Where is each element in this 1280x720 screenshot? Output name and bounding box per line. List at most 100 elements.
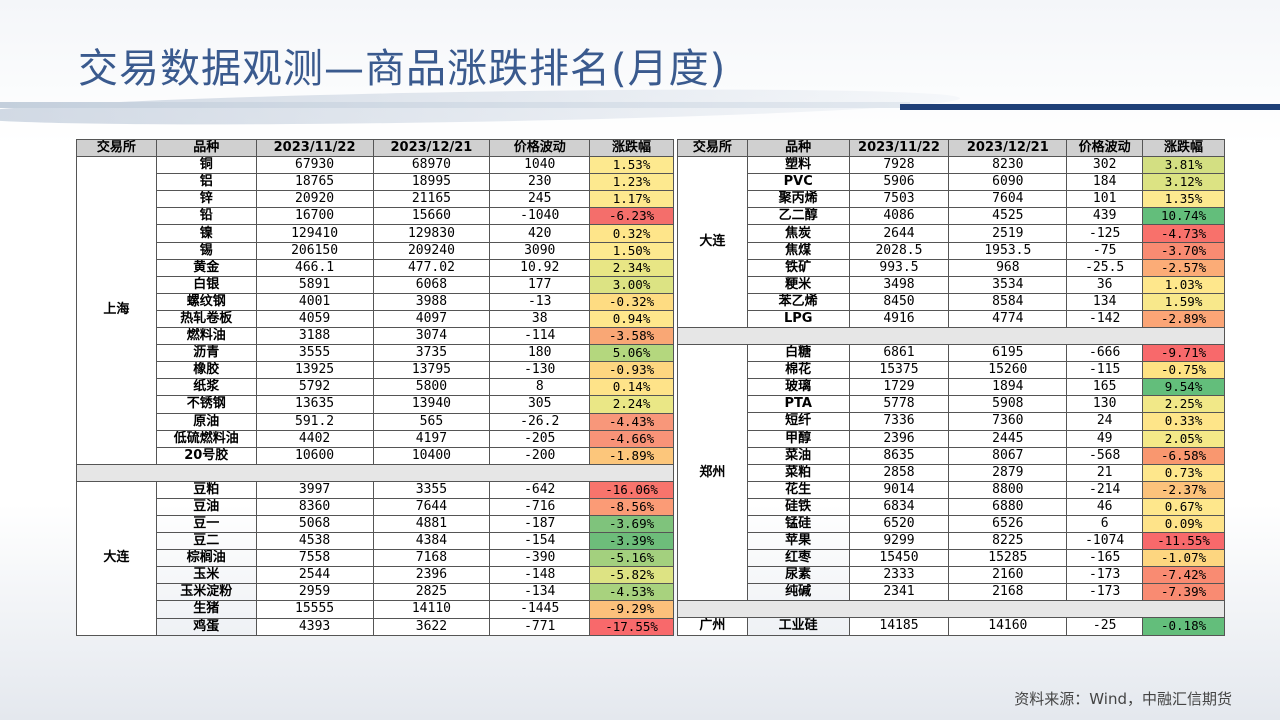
table-row: 粳米 3498 3534 36 1.03%: [678, 275, 1225, 294]
price-change: 1040: [489, 156, 591, 175]
commodity-name: PTA: [746, 395, 850, 414]
change-percent: -4.66%: [589, 429, 674, 448]
table-row: 苯乙烯 8450 8584 134 1.59%: [678, 292, 1225, 311]
table-row: 豆油 8360 7644 -716 -8.56%: [77, 497, 674, 516]
commodity-name: 沥青: [155, 344, 257, 363]
commodity-name: 铝: [155, 173, 257, 192]
change-percent: -6.58%: [1142, 446, 1225, 465]
price-change: -642: [489, 480, 591, 499]
price-start: 4402: [255, 429, 374, 448]
header-cell: 交易所: [76, 138, 157, 158]
price-start: 20920: [255, 190, 374, 209]
table-row: 铁矿 993.5 968 -25.5 -2.57%: [678, 258, 1225, 277]
price-start: 466.1: [255, 258, 374, 277]
price-end: 8067: [948, 446, 1068, 465]
change-percent: 0.32%: [589, 224, 674, 243]
exchange-cell: 大连: [76, 480, 157, 636]
price-start: 15375: [848, 361, 950, 380]
header-cell: 2023/12/21: [372, 138, 491, 158]
price-start: 3498: [848, 275, 950, 294]
change-percent: 0.67%: [1142, 497, 1225, 516]
header-cell: 2023/11/22: [255, 138, 374, 158]
price-change: -200: [489, 446, 591, 465]
price-end: 4881: [372, 514, 491, 534]
header-cell: 2023/12/21: [948, 138, 1068, 158]
price-start: 3188: [255, 327, 374, 346]
change-percent: -1.89%: [589, 446, 674, 465]
header-cell: 交易所: [677, 138, 748, 158]
table-header-row: 交易所 品种 2023/11/22 2023/12/21 价格波动 涨跌幅: [76, 138, 674, 158]
commodity-name: 燃料油: [155, 327, 257, 346]
price-change: 305: [489, 395, 591, 414]
price-start: 6520: [848, 514, 950, 534]
price-change: 439: [1066, 207, 1144, 226]
price-start: 2959: [255, 583, 374, 602]
price-end: 4097: [372, 309, 491, 329]
table-row: PTA 5778 5908 130 2.25%: [678, 395, 1225, 414]
price-change: -75: [1066, 241, 1144, 260]
table-row: 硅铁 6834 6880 46 0.67%: [678, 497, 1225, 516]
price-end: 2879: [948, 463, 1068, 482]
commodity-name: 乙二醇: [746, 207, 850, 226]
price-change: -1040: [489, 207, 591, 226]
price-start: 1729: [848, 378, 950, 397]
group-separator: [677, 600, 1225, 619]
price-end: 8225: [948, 532, 1068, 551]
change-percent: 1.35%: [1142, 190, 1225, 209]
price-end: 3074: [372, 327, 491, 346]
price-end: 4384: [372, 532, 491, 551]
price-end: 14110: [372, 600, 491, 619]
change-percent: 1.50%: [589, 241, 674, 260]
price-end: 968: [948, 258, 1068, 277]
commodity-name: 苯乙烯: [746, 292, 850, 311]
price-end: 2825: [372, 583, 491, 602]
price-end: 4197: [372, 429, 491, 448]
price-end: 209240: [372, 241, 491, 260]
price-change: -26.2: [489, 412, 591, 431]
price-change: -25.5: [1066, 258, 1144, 277]
price-start: 67930: [255, 156, 374, 175]
commodity-name: 玉米: [155, 566, 257, 585]
price-end: 1953.5: [948, 241, 1068, 260]
price-end: 2160: [948, 566, 1068, 585]
commodity-name: 粳米: [746, 275, 850, 294]
commodity-name: 焦煤: [746, 241, 850, 260]
price-change: 46: [1066, 497, 1144, 516]
price-start: 3555: [255, 344, 374, 363]
commodity-name: 聚丙烯: [746, 190, 850, 209]
price-change: 130: [1066, 395, 1144, 414]
change-percent: -2.89%: [1142, 309, 1225, 329]
header-cell: 品种: [746, 138, 850, 158]
price-end: 6526: [948, 514, 1068, 534]
table-row: 锡 206150 209240 3090 1.50%: [77, 241, 674, 260]
header-cell: 价格波动: [1066, 138, 1144, 158]
table-row: PVC 5906 6090 184 3.12%: [678, 173, 1225, 192]
price-start: 16700: [255, 207, 374, 226]
price-change: 38: [489, 309, 591, 329]
table-row: 豆二 4538 4384 -154 -3.39%: [77, 532, 674, 551]
price-start: 8450: [848, 292, 950, 311]
price-change: -214: [1066, 480, 1144, 499]
commodity-name: 纯碱: [746, 583, 850, 602]
separator-cell: [76, 463, 674, 482]
price-end: 5800: [372, 378, 491, 397]
title-underline: [0, 102, 910, 108]
change-percent: -8.56%: [589, 497, 674, 516]
price-change: -115: [1066, 361, 1144, 380]
price-end: 7604: [948, 190, 1068, 209]
change-percent: -5.82%: [589, 566, 674, 585]
table-row: 焦炭 2644 2519 -125 -4.73%: [678, 224, 1225, 243]
price-start: 4916: [848, 309, 950, 329]
price-start: 5068: [255, 514, 374, 534]
change-percent: -3.39%: [589, 532, 674, 551]
price-change: 21: [1066, 463, 1144, 482]
change-percent: -0.75%: [1142, 361, 1225, 380]
commodity-name: 原油: [155, 412, 257, 431]
commodity-name: 白银: [155, 275, 257, 294]
table-row: 大连 塑料 7928 8230 302 3.81%: [677, 156, 1225, 329]
table-row: 纯碱 2341 2168 -173 -7.39%: [678, 583, 1225, 602]
commodity-name: 焦炭: [746, 224, 850, 243]
price-change: 302: [1066, 156, 1144, 175]
exchange-cell: 大连: [677, 156, 748, 329]
price-change: -173: [1066, 566, 1144, 585]
